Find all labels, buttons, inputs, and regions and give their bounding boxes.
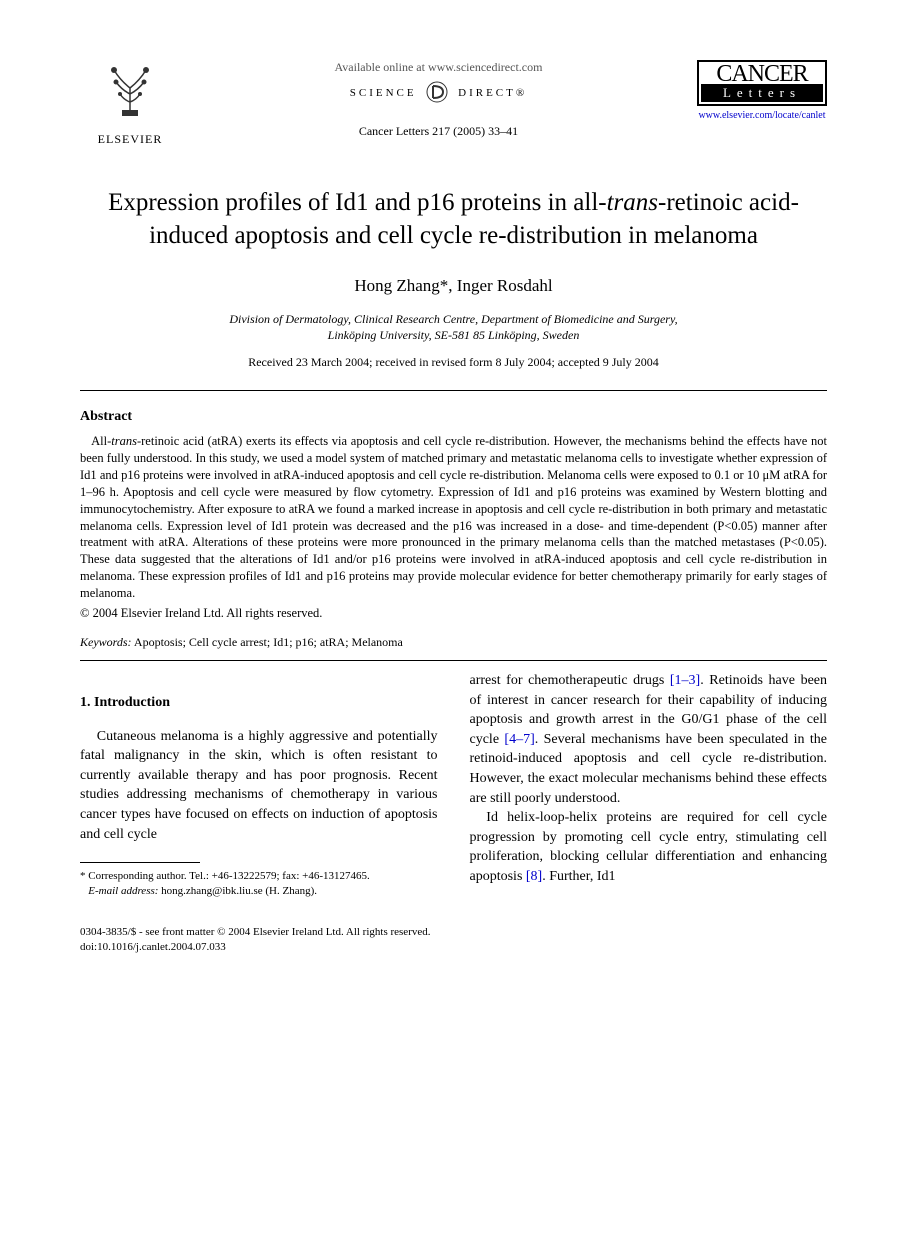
col2-p1-a: arrest for chemotherapeutic drugs [470,673,670,688]
center-header: Available online at www.sciencedirect.co… [180,60,697,139]
affiliation: Division of Dermatology, Clinical Resear… [80,312,827,343]
publisher-logo-block: ELSEVIER [80,60,180,147]
footnote-email-label: E-mail address: [88,885,158,897]
intro-col2-p2: Id helix-loop-helix proteins are require… [470,808,828,886]
publisher-label: ELSEVIER [80,132,180,147]
elsevier-tree-icon [80,60,180,128]
footnote-email: hong.zhang@ibk.liu.se (H. Zhang). [158,885,317,897]
page-footer: 0304-3835/$ - see front matter © 2004 El… [80,925,827,955]
abstract-post: -retinoic acid (atRA) exerts its effects… [80,434,827,600]
citation-link-1-3[interactable]: [1–3] [670,673,700,688]
affiliation-line1: Division of Dermatology, Clinical Resear… [229,312,677,326]
authors: Hong Zhang*, Inger Rosdahl [80,276,827,296]
abstract-heading: Abstract [80,409,827,425]
intro-col2-p1: arrest for chemotherapeutic drugs [1–3].… [470,671,828,808]
direct-text: DIRECT® [458,87,527,99]
body-columns: 1. Introduction Cutaneous melanoma is a … [80,671,827,899]
science-text: SCIENCE [350,87,417,99]
abstract-copyright: © 2004 Elsevier Ireland Ltd. All rights … [80,606,827,621]
divider-bottom [80,660,827,661]
footer-doi-line: doi:10.1016/j.canlet.2004.07.033 [80,940,827,955]
journal-logo-box: CANCER Letters [697,60,827,106]
affiliation-line2: Linköping University, SE-581 85 Linköpin… [328,328,580,342]
keywords-line: Keywords: Apoptosis; Cell cycle arrest; … [80,635,827,650]
journal-logo-block: CANCER Letters www.elsevier.com/locate/c… [697,60,827,121]
title-pre: Expression profiles of Id1 and p16 prote… [108,189,607,216]
science-direct-logo: SCIENCE DIRECT® [200,81,677,106]
keywords-label: Keywords: [80,635,132,649]
citation-link-4-7[interactable]: [4–7] [504,732,534,747]
keywords-text: Apoptosis; Cell cycle arrest; Id1; p16; … [132,635,403,649]
page-header: ELSEVIER Available online at www.science… [80,60,827,147]
intro-col1-p1: Cutaneous melanoma is a highly aggressiv… [80,727,438,845]
footnote-email-line: E-mail address: hong.zhang@ibk.liu.se (H… [80,884,438,899]
footnote-rule [80,862,200,863]
abstract-text: All-trans-retinoic acid (atRA) exerts it… [80,433,827,602]
article-dates: Received 23 March 2004; received in revi… [80,355,827,370]
col2-p2-b: . Further, Id1 [542,869,615,884]
body-column-right: arrest for chemotherapeutic drugs [1–3].… [470,671,828,899]
intro-heading: 1. Introduction [80,693,438,713]
citation-link-8[interactable]: [8] [526,869,542,884]
abstract-pre: All- [91,434,111,448]
divider-top [80,390,827,391]
title-ital: trans [607,189,658,216]
footnote-corr: * Corresponding author. Tel.: +46-132225… [80,869,438,884]
body-column-left: 1. Introduction Cutaneous melanoma is a … [80,671,438,899]
article-title: Expression profiles of Id1 and p16 prote… [80,187,827,252]
footer-issn-line: 0304-3835/$ - see front matter © 2004 El… [80,925,827,940]
journal-name-top: CANCER [701,64,823,86]
available-online-text: Available online at www.sciencedirect.co… [200,60,677,75]
journal-citation: Cancer Letters 217 (2005) 33–41 [200,124,677,139]
corresponding-author-footnote: * Corresponding author. Tel.: +46-132225… [80,869,438,899]
journal-url[interactable]: www.elsevier.com/locate/canlet [697,110,827,121]
sciencedirect-d-icon [426,81,448,106]
abstract-ital: trans [111,434,137,448]
col2-p2-a: Id helix-loop-helix proteins are require… [470,810,828,884]
